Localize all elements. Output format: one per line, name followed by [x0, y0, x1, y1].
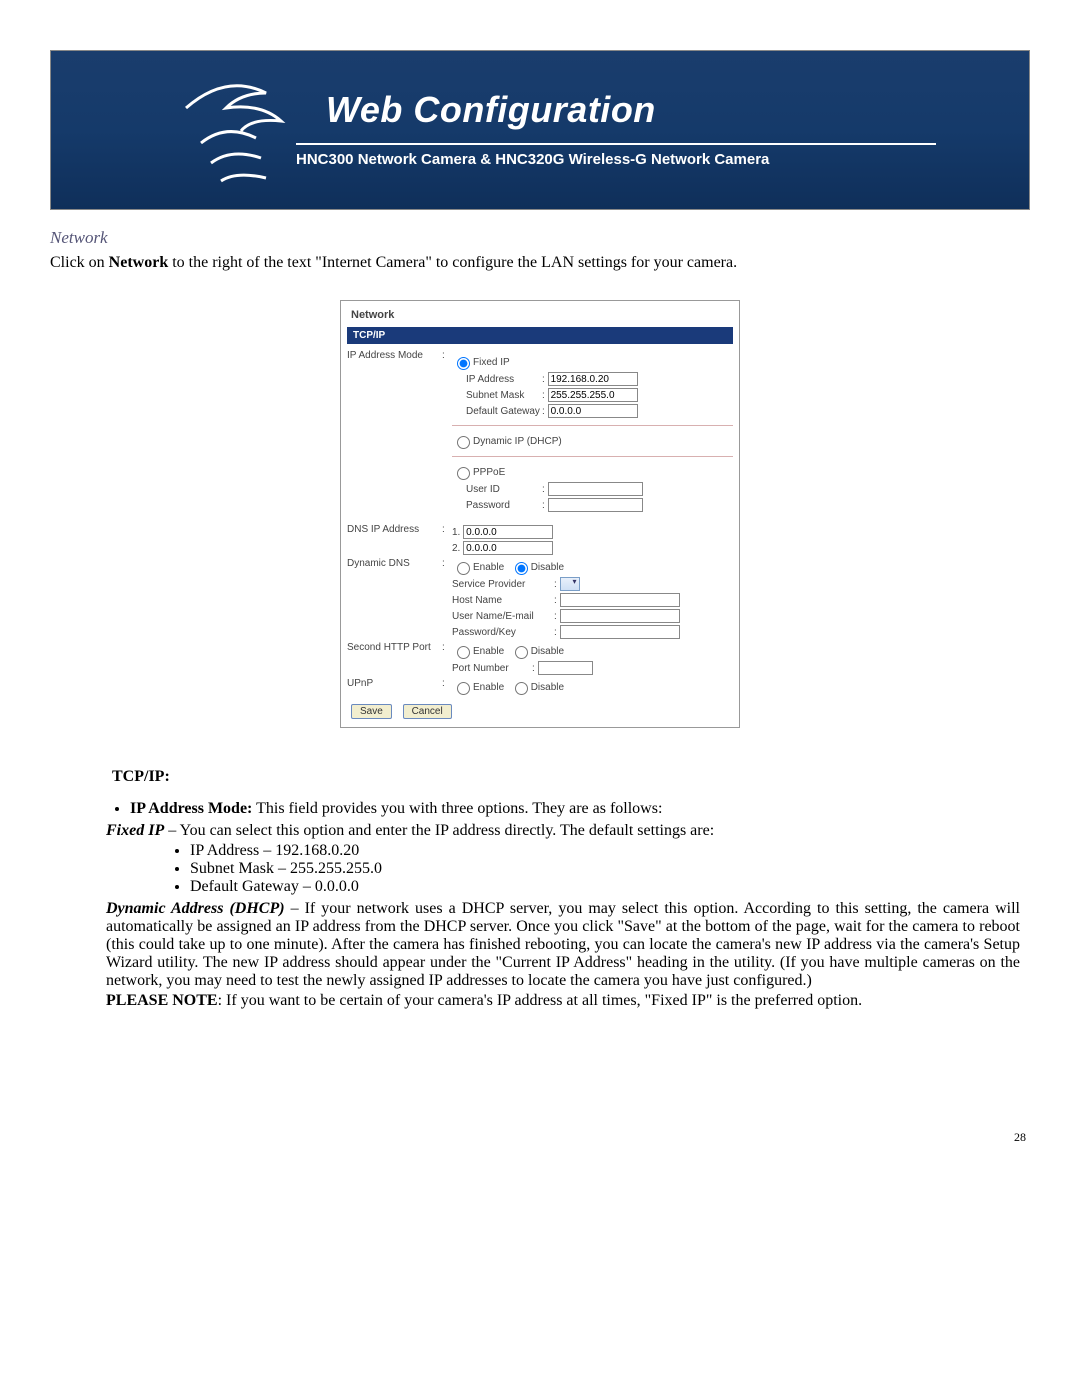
defaults-list: IP Address – 192.168.0.20 Subnet Mask – … — [170, 842, 1030, 896]
ddns-disable-radio[interactable] — [515, 562, 528, 575]
http2-disable-radio[interactable] — [515, 646, 528, 659]
ip-mode-item: IP Address Mode: This field provides you… — [130, 800, 1030, 818]
username-input[interactable] — [560, 609, 680, 623]
ip-mode-label: IP Address Mode — [347, 350, 442, 361]
upnp-lbl: UPnP — [347, 678, 442, 689]
http2-enable-lbl: Enable — [473, 646, 504, 657]
network-config-panel: Network TCP/IP IP Address Mode : Fixed I… — [340, 300, 740, 728]
dhcp-para: Dynamic Address (DHCP) – If your network… — [106, 900, 1020, 990]
fixed-ip-label: Fixed IP — [473, 357, 510, 368]
ipmode-bold: IP Address Mode: — [130, 800, 252, 817]
http2-lbl: Second HTTP Port — [347, 642, 442, 653]
dhcp-boldit: Dynamic Address (DHCP) — [106, 900, 285, 917]
fixed-boldit: Fixed IP — [106, 822, 164, 839]
service-provider-select[interactable] — [560, 577, 580, 591]
username-lbl: User Name/E-mail — [452, 611, 554, 622]
note-text: : If you want to be certain of your came… — [218, 992, 863, 1009]
fixed-ip-para: Fixed IP – You can select this option an… — [106, 822, 1020, 840]
gateway-lbl: Default Gateway — [452, 406, 542, 417]
userid-lbl: User ID — [452, 484, 542, 495]
pppoe-radio[interactable] — [457, 467, 470, 480]
ip-mode-list: IP Address Mode: This field provides you… — [106, 800, 1030, 818]
note-bold: PLEASE NOTE — [106, 992, 218, 1009]
hostname-input[interactable] — [560, 593, 680, 607]
fixed-text: – You can select this option and enter t… — [164, 822, 714, 839]
ddns-disable-lbl: Disable — [531, 562, 564, 573]
userid-input[interactable] — [548, 482, 643, 496]
page-number: 28 — [50, 1130, 1030, 1145]
dhcp-label: Dynamic IP (DHCP) — [473, 436, 562, 447]
ddns-lbl: Dynamic DNS — [347, 558, 442, 569]
dns2-input[interactable] — [463, 541, 553, 555]
intro-bold: Network — [109, 254, 169, 271]
upnp-disable-lbl: Disable — [531, 682, 564, 693]
dns-lbl: DNS IP Address — [347, 524, 442, 535]
tcpip-tab[interactable]: TCP/IP — [347, 327, 733, 344]
banner-subtitle: HNC300 Network Camera & HNC320G Wireless… — [296, 143, 936, 168]
intro-post: to the right of the text "Internet Camer… — [168, 254, 737, 271]
fixed-ip-radio[interactable] — [457, 357, 470, 370]
ddns-enable-radio[interactable] — [457, 562, 470, 575]
hostname-lbl: Host Name — [452, 595, 554, 606]
dns1-prefix: 1. — [452, 527, 460, 538]
banner-title: Web Configuration — [326, 89, 656, 131]
eagle-logo-icon — [171, 63, 311, 208]
note-para: PLEASE NOTE: If you want to be certain o… — [106, 992, 1020, 1010]
dhcp-radio[interactable] — [457, 436, 470, 449]
ip-address-input[interactable] — [548, 372, 638, 386]
dns1-input[interactable] — [463, 525, 553, 539]
tcpip-heading: TCP/IP: — [112, 768, 1030, 786]
panel-title: Network — [341, 301, 739, 323]
dns2-prefix: 2. — [452, 543, 460, 554]
section-heading: Network — [50, 228, 1030, 248]
http2-enable-radio[interactable] — [457, 646, 470, 659]
password-input[interactable] — [548, 498, 643, 512]
ddns-enable-lbl: Enable — [473, 562, 504, 573]
upnp-disable-radio[interactable] — [515, 682, 528, 695]
banner: Web Configuration HNC300 Network Camera … — [50, 50, 1030, 210]
pwkey-lbl: Password/Key — [452, 627, 554, 638]
subnet-input[interactable] — [548, 388, 638, 402]
sp-lbl: Service Provider — [452, 579, 554, 590]
cancel-button[interactable]: Cancel — [403, 704, 452, 719]
http2-disable-lbl: Disable — [531, 646, 564, 657]
gateway-input[interactable] — [548, 404, 638, 418]
pppoe-label: PPPoE — [473, 467, 505, 478]
default-subnet: Subnet Mask – 255.255.255.0 — [190, 860, 1030, 878]
default-ip: IP Address – 192.168.0.20 — [190, 842, 1030, 860]
pwkey-input[interactable] — [560, 625, 680, 639]
portnum-lbl: Port Number — [452, 663, 532, 674]
intro-paragraph: Click on Network to the right of the tex… — [50, 254, 1030, 272]
upnp-enable-radio[interactable] — [457, 682, 470, 695]
subnet-lbl: Subnet Mask — [452, 390, 542, 401]
intro-pre: Click on — [50, 254, 109, 271]
default-gw: Default Gateway – 0.0.0.0 — [190, 878, 1030, 896]
upnp-enable-lbl: Enable — [473, 682, 504, 693]
portnum-input[interactable] — [538, 661, 593, 675]
ip-address-lbl: IP Address — [452, 374, 542, 385]
save-button[interactable]: Save — [351, 704, 392, 719]
ipmode-text: This field provides you with three optio… — [252, 800, 662, 817]
password-lbl: Password — [452, 500, 542, 511]
